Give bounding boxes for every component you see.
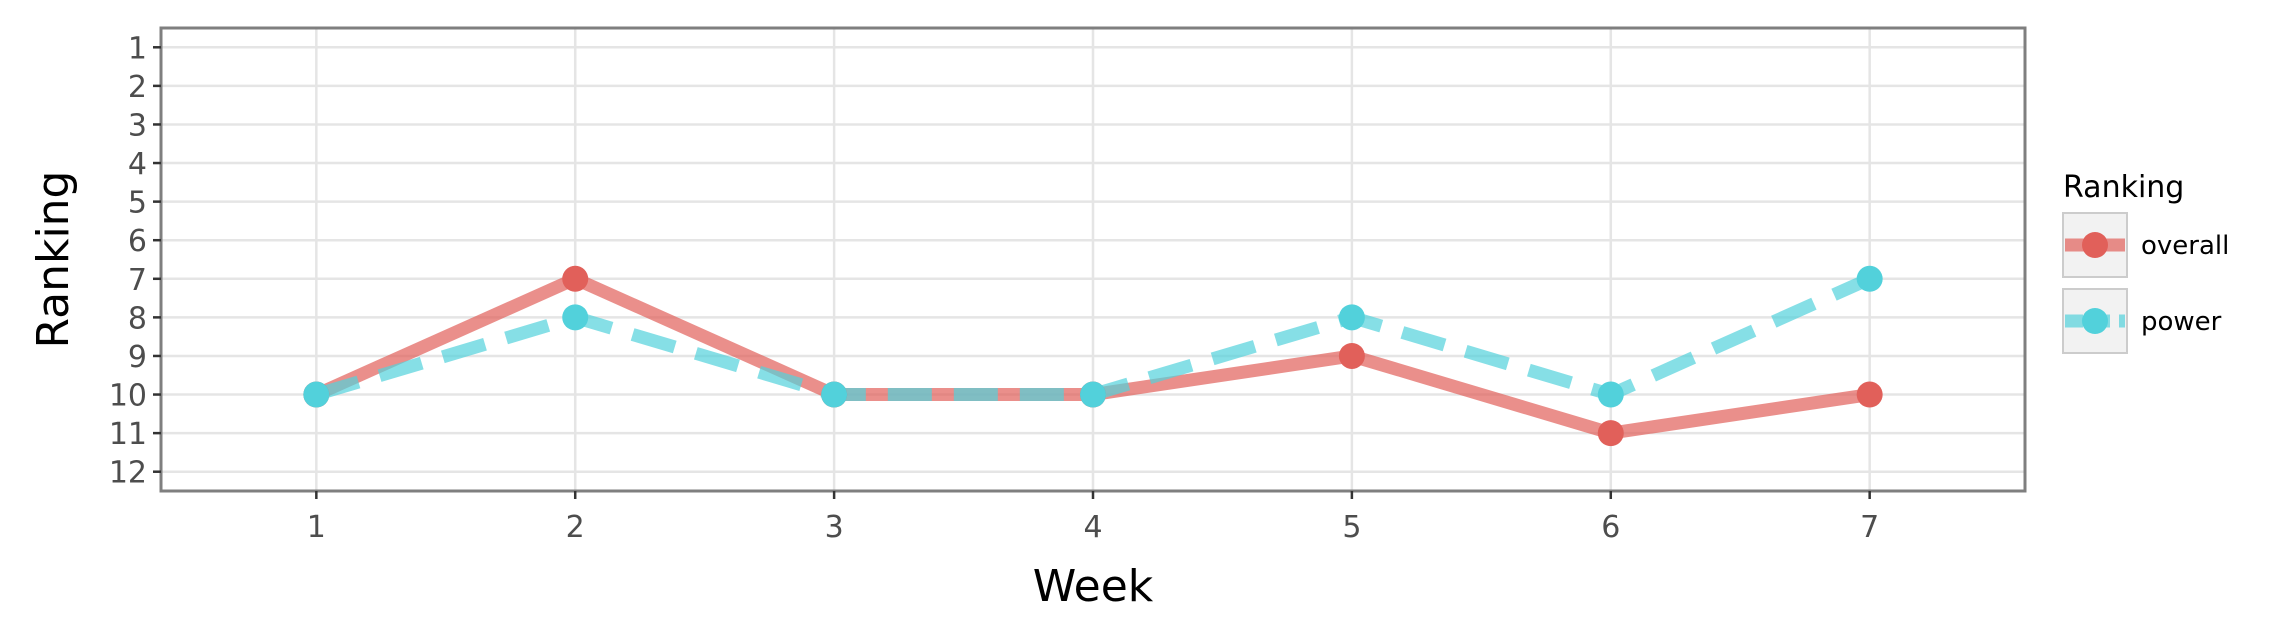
x-tick-label: 5 <box>1342 510 1361 545</box>
data-point-overall <box>1856 381 1883 408</box>
data-point-power <box>1856 265 1883 292</box>
data-point-power <box>1597 381 1624 408</box>
x-tick-label: 2 <box>566 510 585 545</box>
legend: Ranking overall power <box>2062 170 2229 354</box>
y-tick-label: 11 <box>109 417 147 452</box>
x-tick-label: 7 <box>1860 510 1879 545</box>
y-tick-label: 1 <box>128 31 147 66</box>
grid-lines <box>161 28 2025 491</box>
x-tick-label: 4 <box>1083 510 1102 545</box>
y-tick-label: 8 <box>128 301 147 336</box>
data-point-power <box>562 304 589 331</box>
data-point-power <box>303 381 330 408</box>
x-tick-label: 1 <box>307 510 326 545</box>
x-tick-label: 6 <box>1601 510 1620 545</box>
y-tick-label: 7 <box>128 263 147 298</box>
data-point-overall <box>1338 342 1365 369</box>
series-points <box>303 265 1883 447</box>
legend-key-marker-power <box>2082 308 2108 334</box>
legend-title: Ranking <box>2063 170 2184 205</box>
legend-key-marker-overall <box>2082 232 2108 258</box>
data-point-power <box>1080 381 1106 408</box>
x-axis-title: Week <box>1033 561 1154 612</box>
y-tick-label: 4 <box>128 147 147 182</box>
y-tick-label: 2 <box>128 70 147 105</box>
y-tick-label: 3 <box>128 108 147 143</box>
data-point-overall <box>1597 420 1624 447</box>
legend-label-overall: overall <box>2141 231 2229 261</box>
x-tick-label: 3 <box>825 510 844 545</box>
y-tick-label: 10 <box>109 379 147 414</box>
y-tick-label: 12 <box>109 456 147 491</box>
data-point-power <box>821 381 848 408</box>
data-point-overall <box>562 265 589 292</box>
data-point-power <box>1338 304 1365 331</box>
x-axis-ticks: 1 2 3 4 5 6 7 <box>307 491 1879 545</box>
legend-label-power: power <box>2141 307 2222 337</box>
y-tick-label: 5 <box>128 186 147 221</box>
y-tick-label: 6 <box>128 224 147 259</box>
y-tick-label: 9 <box>128 340 147 375</box>
y-axis-title: Ranking <box>28 171 79 349</box>
